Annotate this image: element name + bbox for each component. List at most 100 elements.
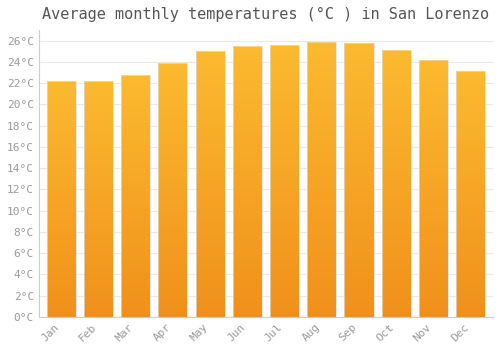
Bar <box>46 244 76 246</box>
Bar <box>270 208 299 211</box>
Bar <box>233 65 262 68</box>
Bar <box>84 159 113 161</box>
Bar <box>158 210 188 213</box>
Bar <box>270 197 299 200</box>
Bar <box>196 136 224 139</box>
Bar <box>46 312 76 314</box>
Bar <box>344 68 374 70</box>
Bar <box>121 201 150 203</box>
Bar <box>84 241 113 244</box>
Bar <box>344 226 374 229</box>
Bar <box>456 275 485 278</box>
Bar <box>196 229 224 232</box>
Bar <box>419 62 448 65</box>
Bar <box>382 309 411 312</box>
Bar <box>158 93 188 96</box>
Bar <box>121 247 150 249</box>
Bar <box>344 180 374 183</box>
Bar <box>419 111 448 114</box>
Bar <box>158 246 188 248</box>
Bar <box>270 230 299 232</box>
Bar <box>233 206 262 209</box>
Bar <box>308 265 336 267</box>
Bar <box>270 91 299 94</box>
Bar <box>196 232 224 235</box>
Bar <box>456 101 485 103</box>
Bar <box>382 96 411 98</box>
Bar <box>308 69 336 72</box>
Bar <box>270 257 299 260</box>
Bar <box>419 83 448 85</box>
Bar <box>84 194 113 197</box>
Bar <box>121 254 150 256</box>
Bar <box>46 173 76 175</box>
Bar <box>46 199 76 201</box>
Bar <box>270 78 299 80</box>
Bar <box>270 105 299 107</box>
Bar <box>456 111 485 113</box>
Bar <box>456 241 485 243</box>
Bar <box>121 293 150 295</box>
Bar <box>233 225 262 228</box>
Bar <box>121 191 150 193</box>
Bar <box>196 51 224 317</box>
Bar <box>308 77 336 80</box>
Bar <box>233 141 262 144</box>
Bar <box>270 281 299 284</box>
Bar <box>419 309 448 312</box>
Bar <box>344 254 374 257</box>
Bar <box>158 109 188 111</box>
Bar <box>196 264 224 266</box>
Title: Average monthly temperatures (°C ) in San Lorenzo: Average monthly temperatures (°C ) in Sa… <box>42 7 490 22</box>
Bar <box>46 83 76 86</box>
Bar <box>121 314 150 317</box>
Bar <box>233 262 262 265</box>
Bar <box>308 174 336 176</box>
Bar <box>196 89 224 91</box>
Bar <box>419 178 448 181</box>
Bar <box>46 300 76 303</box>
Bar <box>456 229 485 231</box>
Bar <box>121 147 150 150</box>
Bar <box>196 176 224 179</box>
Bar <box>419 93 448 96</box>
Bar <box>382 114 411 117</box>
Bar <box>419 175 448 178</box>
Bar <box>121 126 150 128</box>
Bar <box>233 273 262 276</box>
Bar <box>121 172 150 174</box>
Bar <box>196 277 224 280</box>
Bar <box>46 293 76 296</box>
Bar <box>196 174 224 176</box>
Bar <box>419 253 448 255</box>
Bar <box>196 149 224 152</box>
Bar <box>456 170 485 172</box>
Bar <box>46 241 76 244</box>
Bar <box>419 163 448 165</box>
Bar <box>121 82 150 84</box>
Bar <box>84 185 113 187</box>
Bar <box>233 100 262 103</box>
Bar <box>419 314 448 317</box>
Bar <box>308 196 336 198</box>
Bar <box>233 89 262 92</box>
Bar <box>419 68 448 70</box>
Bar <box>158 139 188 142</box>
Bar <box>46 194 76 197</box>
Bar <box>308 163 336 166</box>
Bar <box>419 191 448 194</box>
Bar <box>456 160 485 162</box>
Bar <box>270 295 299 298</box>
Bar <box>233 190 262 192</box>
Bar <box>308 201 336 204</box>
Bar <box>270 58 299 61</box>
Bar <box>382 157 411 160</box>
Bar <box>196 256 224 258</box>
Bar <box>196 181 224 184</box>
Bar <box>46 140 76 142</box>
Bar <box>308 157 336 160</box>
Bar <box>456 123 485 125</box>
Bar <box>382 85 411 88</box>
Bar <box>196 86 224 89</box>
Bar <box>456 194 485 197</box>
